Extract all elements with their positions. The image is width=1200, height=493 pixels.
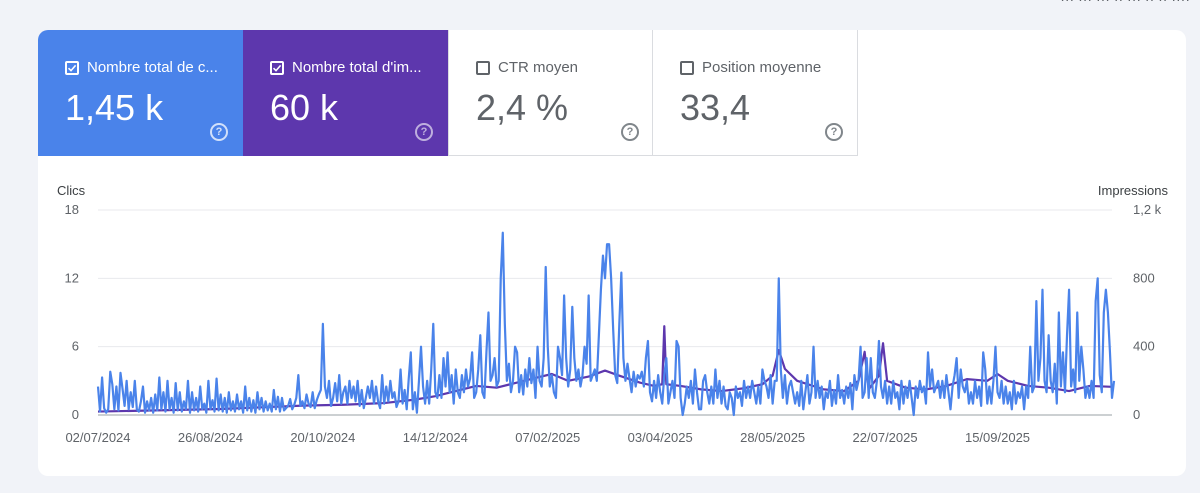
metric-value: 33,4 (680, 87, 751, 128)
performance-card: Nombre total de c... 1,45 k ? Nombre tot… (38, 30, 1186, 476)
x-tick-label: 02/07/2024 (65, 430, 130, 445)
x-tick-label: 26/08/2024 (178, 430, 243, 445)
x-tick-label: 14/12/2024 (403, 430, 468, 445)
help-icon[interactable]: ? (415, 123, 433, 141)
right-tick-label: 1,2 k (1133, 202, 1162, 217)
checkbox-checked-icon[interactable] (65, 60, 79, 75)
help-icon[interactable]: ? (825, 123, 843, 141)
series-line-clics[interactable] (96, 231, 1116, 417)
date-range-fragment: ··· ··· ··· ·· ··· ·· ·· ···· (1060, 0, 1190, 7)
metric-header: Nombre total d'im... (270, 59, 440, 76)
left-tick-label: 0 (72, 407, 79, 422)
left-tick-label: 18 (65, 202, 79, 217)
metric-value: 60 k (270, 87, 339, 128)
metric-header: Nombre total de c... (65, 59, 235, 76)
metric-tab-ctr[interactable]: CTR moyen 2,4 % ? (448, 30, 653, 156)
left-axis-title: Clics (57, 183, 86, 198)
right-tick-label: 800 (1133, 270, 1155, 285)
x-tick-label: 15/09/2025 (965, 430, 1030, 445)
left-tick-label: 6 (72, 339, 79, 354)
metric-value: 2,4 % (476, 87, 569, 128)
right-axis-title: Impressions (1098, 183, 1169, 198)
metric-tabs: Nombre total de c... 1,45 k ? Nombre tot… (38, 30, 858, 156)
metric-header: Position moyenne (680, 59, 850, 76)
metric-tab-position[interactable]: Position moyenne 33,4 ? (653, 30, 858, 156)
right-tick-label: 0 (1133, 407, 1140, 422)
help-icon[interactable]: ? (210, 123, 228, 141)
x-tick-label: 20/10/2024 (290, 430, 355, 445)
help-icon[interactable]: ? (621, 123, 639, 141)
x-tick-label: 28/05/2025 (740, 430, 805, 445)
metric-value: 1,45 k (65, 87, 164, 128)
checkbox-unchecked-icon[interactable] (680, 60, 694, 75)
x-tick-label: 22/07/2025 (853, 430, 918, 445)
checkbox-unchecked-icon[interactable] (476, 60, 490, 75)
metric-header: CTR moyen (476, 59, 646, 76)
x-tick-label: 07/02/2025 (515, 430, 580, 445)
metric-tab-clicks[interactable]: Nombre total de c... 1,45 k ? (38, 30, 243, 156)
performance-chart[interactable]: Clics Impressions 0 6 12 18 0 400 800 1,2 k 02… (38, 30, 1186, 476)
x-tick-label: 03/04/2025 (628, 430, 693, 445)
checkbox-checked-icon[interactable] (270, 60, 284, 75)
left-tick-label: 12 (65, 270, 79, 285)
right-tick-label: 400 (1133, 339, 1155, 354)
metric-tab-impressions[interactable]: Nombre total d'im... 60 k ? (243, 30, 448, 156)
